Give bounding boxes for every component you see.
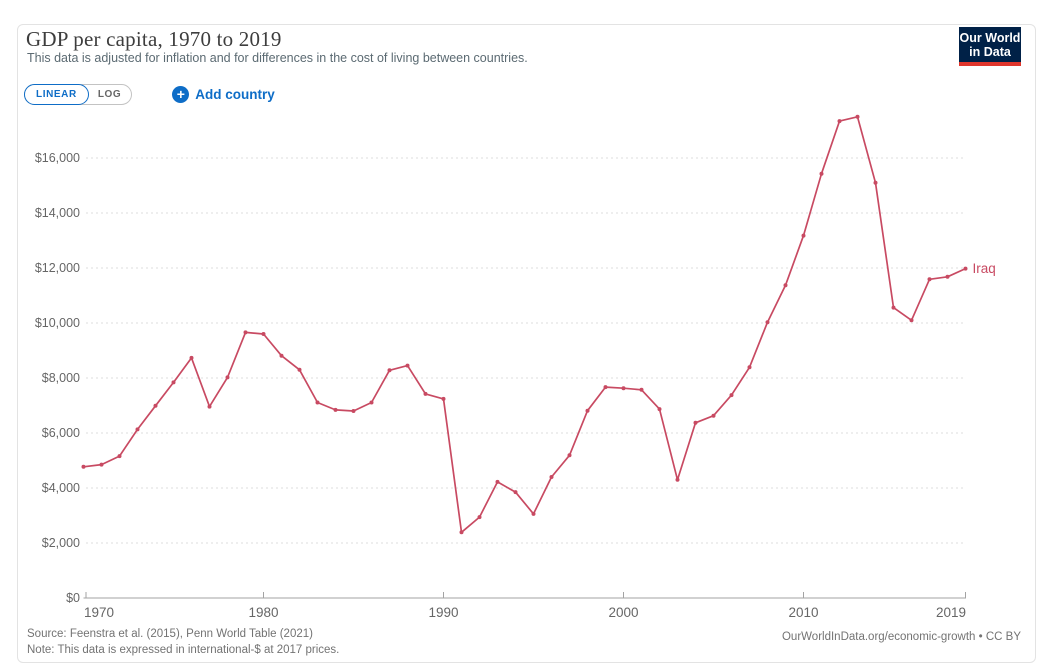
x-tick-label: 1980 <box>248 605 278 620</box>
y-tick-label: $10,000 <box>35 316 80 330</box>
data-point[interactable] <box>243 330 248 335</box>
log-button[interactable]: LOG <box>88 85 131 104</box>
x-tick-label: 2019 <box>936 605 966 620</box>
data-point[interactable] <box>765 320 770 325</box>
data-point[interactable] <box>423 391 428 396</box>
logo-line1: Our World <box>959 31 1021 45</box>
page-title: GDP per capita, 1970 to 2019 <box>26 27 282 51</box>
data-note: Note: This data is expressed in internat… <box>27 643 340 656</box>
data-point[interactable] <box>621 386 626 391</box>
x-tick-label: 2010 <box>788 605 818 620</box>
y-tick-label: $0 <box>66 591 80 605</box>
data-point[interactable] <box>297 367 302 372</box>
data-point[interactable] <box>117 454 122 459</box>
y-tick-label: $14,000 <box>35 206 80 220</box>
data-point[interactable] <box>837 119 842 124</box>
y-tick-label: $12,000 <box>35 261 80 275</box>
series-label[interactable]: Iraq <box>973 261 996 276</box>
data-point[interactable] <box>225 375 230 380</box>
footer-notes: Source: Feenstra et al. (2015), Penn Wor… <box>27 627 339 658</box>
add-country-label: Add country <box>195 86 275 102</box>
data-point[interactable] <box>315 400 320 405</box>
data-point[interactable] <box>279 353 284 358</box>
data-point[interactable] <box>855 114 860 119</box>
data-point[interactable] <box>495 479 500 484</box>
logo-line2: in Data <box>969 45 1011 59</box>
data-point[interactable] <box>369 400 374 405</box>
data-point[interactable] <box>747 365 752 370</box>
data-point[interactable] <box>441 396 446 401</box>
source-note: Source: Feenstra et al. (2015), Penn Wor… <box>27 628 313 640</box>
y-tick-label: $16,000 <box>35 151 80 165</box>
data-point[interactable] <box>513 490 518 495</box>
data-point[interactable] <box>207 404 212 409</box>
data-point[interactable] <box>711 413 716 418</box>
data-point[interactable] <box>927 277 932 282</box>
data-point[interactable] <box>891 305 896 310</box>
data-point[interactable] <box>549 475 554 479</box>
scale-toggle: LINEAR LOG <box>24 83 133 105</box>
data-point[interactable] <box>153 403 158 408</box>
data-point[interactable] <box>675 477 680 482</box>
data-point[interactable] <box>873 180 878 185</box>
credit-link[interactable]: OurWorldInData.org/economic-growth • CC … <box>781 631 1021 643</box>
data-point[interactable] <box>333 407 338 412</box>
data-point[interactable] <box>405 363 410 368</box>
data-point[interactable] <box>819 171 824 176</box>
y-tick-label: $4,000 <box>42 481 80 495</box>
data-point[interactable] <box>693 420 698 425</box>
x-tick-label: 2000 <box>608 605 638 620</box>
data-point[interactable] <box>909 318 914 323</box>
chart-controls: LINEAR LOG + Add country <box>24 83 281 105</box>
data-point[interactable] <box>783 283 788 288</box>
add-country-button[interactable]: + Add country <box>166 85 281 104</box>
data-point[interactable] <box>657 407 662 412</box>
chart-card: GDP per capita, 1970 to 2019 This data i… <box>17 24 1036 663</box>
logo-red-bar <box>959 62 1021 66</box>
x-tick-label: 1970 <box>84 605 114 620</box>
owid-logo[interactable]: Our World in Data <box>959 27 1021 66</box>
y-tick-label: $8,000 <box>42 371 80 385</box>
data-point[interactable] <box>729 393 734 398</box>
data-point[interactable] <box>459 530 464 535</box>
data-point[interactable] <box>603 385 608 390</box>
y-tick-label: $6,000 <box>42 426 80 440</box>
data-point[interactable] <box>945 274 950 279</box>
data-point[interactable] <box>135 427 140 432</box>
data-point[interactable] <box>639 387 644 392</box>
chart-subtitle: This data is adjusted for inflation and … <box>27 51 528 65</box>
data-point[interactable] <box>99 462 104 467</box>
plus-icon: + <box>172 85 190 103</box>
data-point[interactable] <box>567 453 572 458</box>
data-point[interactable] <box>801 233 806 238</box>
data-point[interactable] <box>261 332 266 336</box>
line-chart[interactable]: $0 $2,000 $4,000 $6,000 $8,000 $10,000 $12,000… <box>18 25 1037 664</box>
data-point[interactable] <box>81 464 86 469</box>
data-point[interactable] <box>963 266 968 271</box>
data-point[interactable] <box>477 515 482 520</box>
x-tick-label: 1990 <box>428 605 458 620</box>
data-point[interactable] <box>189 355 194 360</box>
data-point[interactable] <box>171 380 176 385</box>
data-point[interactable] <box>585 408 590 413</box>
data-point[interactable] <box>351 409 356 413</box>
data-point[interactable] <box>531 511 536 516</box>
data-point[interactable] <box>387 368 392 373</box>
iraq-line[interactable] <box>83 115 966 534</box>
y-tick-label: $2,000 <box>42 536 80 550</box>
linear-button[interactable]: LINEAR <box>24 83 89 105</box>
